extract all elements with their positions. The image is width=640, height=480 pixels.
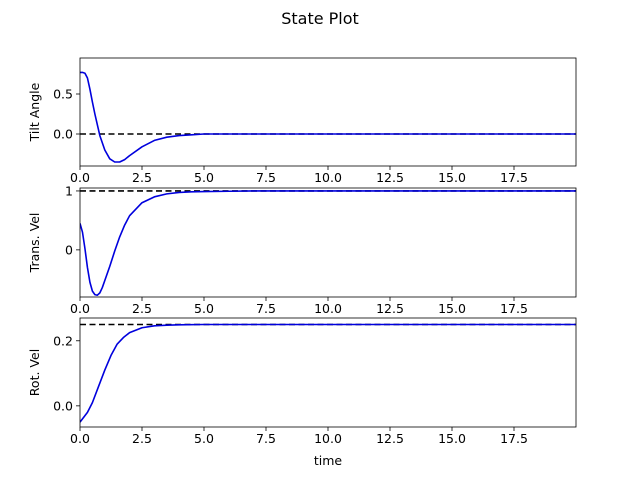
x-tick-label: 5.0 — [194, 301, 214, 316]
y-tick-label: 0.0 — [53, 127, 73, 142]
y-axis-label: Tilt Angle — [27, 82, 42, 142]
signal-line — [80, 190, 576, 297]
x-tick-label: 7.5 — [256, 431, 276, 446]
figure-title: State Plot — [281, 9, 359, 28]
x-tick-label: 17.5 — [500, 431, 528, 446]
x-tick-label: 7.5 — [256, 170, 276, 185]
x-tick-label: 10.0 — [314, 301, 342, 316]
x-axis-label: time — [314, 453, 343, 468]
subplot-2: 0.0 2.5 5.0 7.5 10.0 12.5 15.0 17.5 0 1 Trans. Vel — [27, 183, 577, 316]
x-tick-label: 12.5 — [376, 170, 404, 185]
x-tick-label: 17.5 — [500, 170, 528, 185]
y-tick-label: 0 — [65, 242, 73, 257]
x-tick-label: 2.5 — [132, 431, 152, 446]
y-axis-label: Trans. Vel — [27, 213, 42, 274]
signal-line — [80, 71, 576, 163]
subplot-1: 0.0 2.5 5.0 7.5 10.0 12.5 15.0 17.5 0.0 0.5 Tilt A… — [27, 57, 577, 185]
x-tick-label: 2.5 — [132, 170, 152, 185]
x-tick-label: 15.0 — [438, 301, 466, 316]
signal-line — [80, 323, 576, 423]
x-tick-label: 7.5 — [256, 301, 276, 316]
y-tick-label: 1 — [65, 183, 73, 198]
x-tick-label: 10.0 — [314, 431, 342, 446]
axes-frame — [79, 57, 577, 167]
x-tick-label: 10.0 — [314, 170, 342, 185]
x-tick-label: 12.5 — [376, 301, 404, 316]
x-tick-label: 2.5 — [132, 301, 152, 316]
axes-frame — [79, 187, 577, 298]
y-axis-label: Rot. Vel — [27, 349, 42, 396]
x-tick-label: 17.5 — [500, 301, 528, 316]
x-tick-label: 5.0 — [194, 431, 214, 446]
x-tick-label: 5.0 — [194, 170, 214, 185]
x-tick-label: 0.0 — [70, 301, 90, 316]
x-tick-label: 15.0 — [438, 170, 466, 185]
x-tick-label: 0.0 — [70, 431, 90, 446]
y-tick-label: 0.0 — [53, 398, 73, 413]
axes-frame — [79, 317, 577, 428]
subplot-3: 0.0 2.5 5.0 7.5 10.0 12.5 15.0 17.5 0.0 0.2 Rot. V… — [27, 317, 577, 468]
y-tick-label: 0.2 — [53, 333, 73, 348]
x-tick-label: 12.5 — [376, 431, 404, 446]
x-tick-label: 0.0 — [70, 170, 90, 185]
x-tick-label: 15.0 — [438, 431, 466, 446]
y-tick-label: 0.5 — [53, 87, 73, 102]
